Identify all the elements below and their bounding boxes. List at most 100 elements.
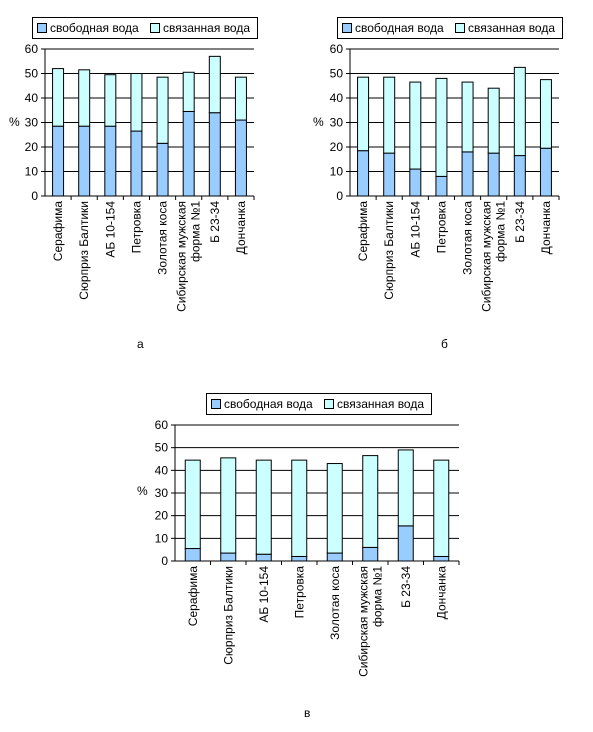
chart-c-ytick-label: 60 xyxy=(155,418,169,432)
chart-b-bar-bound xyxy=(513,66,526,157)
chart-b-ytick-label: 10 xyxy=(330,165,344,179)
chart-b-category-label: Сибирская мужская xyxy=(480,201,494,312)
chart-a-category-label: Сюрприз Балтики xyxy=(77,201,91,300)
chart-b-bar-free xyxy=(357,150,370,197)
chart-c-bar-bound xyxy=(255,459,272,555)
chart-a-bar-bound xyxy=(104,74,117,127)
chart-a-ytick-label: 30 xyxy=(25,116,39,130)
chart-c-category-label: АБ 10-154 xyxy=(257,566,271,623)
legend-swatch-bound xyxy=(324,399,335,409)
chart-a-category-label: Б 23-34 xyxy=(208,201,222,243)
chart-a-category-label: АБ 10-154 xyxy=(103,201,117,258)
chart-b-ylabel: % xyxy=(313,115,324,129)
chart-b-bar-free xyxy=(539,147,552,197)
chart-a-bar-free xyxy=(234,119,247,197)
chart-c-ytick-label: 40 xyxy=(155,463,169,477)
chart-c-category-label: Серафима xyxy=(186,566,200,627)
legend-item-free: свободная вода xyxy=(33,18,139,38)
chart-a-bar-bound xyxy=(130,73,143,132)
chart-b-bar-bound xyxy=(487,87,500,154)
chart-a-bar-bound xyxy=(208,55,221,114)
chart-a-bar-bound xyxy=(156,76,169,144)
legend-item-bound: связанная вода xyxy=(146,18,250,38)
chart-c-legend: свободная вода связанная вода xyxy=(206,393,432,415)
chart-b-bar-free xyxy=(513,155,526,197)
chart-b-bar-bound xyxy=(435,77,448,177)
chart-c-ylabel: % xyxy=(137,484,148,498)
legend-item-free: свободная вода xyxy=(338,18,444,38)
chart-c-bar-free xyxy=(220,552,237,562)
legend-label-free: свободная вода xyxy=(224,397,313,411)
chart-b-bar-bound xyxy=(383,76,396,154)
chart-c-bar-free xyxy=(362,546,379,562)
chart-a-ytick-label: 40 xyxy=(25,91,39,105)
chart-b-bar-free xyxy=(461,151,474,197)
chart-c-ytick-label: 50 xyxy=(155,441,169,455)
chart-c-bar-bound xyxy=(184,459,201,550)
chart-b-ytick-label: 40 xyxy=(330,91,344,105)
legend-label-bound: связанная вода xyxy=(468,21,556,35)
chart-c-category-label: Сюрприз Балтики xyxy=(221,566,235,665)
chart-b-legend: свободная вода связанная вода xyxy=(337,17,563,39)
chart-b-category-label: Дончанка xyxy=(539,201,553,255)
chart-a-bar-bound xyxy=(52,68,65,127)
chart-c-bar-free xyxy=(184,548,201,562)
chart-c-ytick-label: 0 xyxy=(161,554,168,568)
chart-a-bar-bound xyxy=(182,71,195,112)
chart-a-ytick-label: 0 xyxy=(31,189,38,203)
chart-c-category-label: Золотая коса xyxy=(328,566,342,640)
chart-a-category-label: форма №1 xyxy=(189,201,203,262)
chart-a-bar-free xyxy=(130,130,143,197)
chart-b-category-label: форма №1 xyxy=(494,201,508,262)
chart-a-category-label: Серафима xyxy=(51,201,65,262)
chart-c-bar-free xyxy=(433,555,450,562)
chart-a-bar-bound xyxy=(78,69,91,127)
legend-swatch-free xyxy=(37,23,47,33)
legend-swatch-free xyxy=(342,23,352,33)
chart-c-bar-free xyxy=(291,555,308,562)
chart-c-bar-bound xyxy=(220,457,237,554)
chart-c-bar-bound xyxy=(362,455,379,548)
chart-b-bar-free xyxy=(383,152,396,197)
legend-label-bound: связанная вода xyxy=(337,397,425,411)
chart-a-bar-free xyxy=(156,142,169,197)
legend-item-bound: связанная вода xyxy=(320,394,424,414)
chart-c-bar-free xyxy=(326,552,343,562)
chart-a-bar-free xyxy=(182,110,195,197)
chart-b-bar-free xyxy=(487,152,500,197)
chart-a-category-label: Петровка xyxy=(129,201,143,254)
chart-c-ytick-label: 20 xyxy=(155,509,169,523)
chart-c-bar-bound xyxy=(433,459,450,557)
chart-c-ytick-label: 10 xyxy=(155,531,169,545)
chart-a-bar-free xyxy=(52,125,65,197)
chart-b-bar-free xyxy=(409,168,422,197)
chart-b-category-label: АБ 10-154 xyxy=(408,201,422,258)
chart-c-ytick-label: 30 xyxy=(155,486,169,500)
legend-label-bound: связанная вода xyxy=(163,21,251,35)
chart-b-bar-free xyxy=(435,175,448,197)
chart-b-bar-bound xyxy=(539,79,552,149)
chart-c-bar-free xyxy=(397,525,414,562)
chart-b-ytick-label: 60 xyxy=(330,42,344,56)
chart-a-ytick-label: 60 xyxy=(25,42,39,56)
chart-a-ytick-label: 10 xyxy=(25,165,39,179)
chart-b-category-label: Б 23-34 xyxy=(513,201,527,243)
chart-a-panel-letter: а xyxy=(137,337,144,351)
chart-b-bar-bound xyxy=(357,76,370,152)
chart-c-bar-bound xyxy=(397,449,414,527)
chart-a-bar-free xyxy=(78,125,91,197)
chart-b-category-label: Петровка xyxy=(434,201,448,254)
chart-a-legend: свободная вода связанная вода xyxy=(32,17,258,39)
chart-b-panel-letter: б xyxy=(441,337,448,351)
legend-swatch-bound xyxy=(150,23,161,33)
legend-item-bound: связанная вода xyxy=(451,18,555,38)
chart-c-bar-free xyxy=(255,553,272,562)
legend-swatch-bound xyxy=(455,23,466,33)
chart-c-category-label: Дончанка xyxy=(434,566,448,620)
chart-a-bar-free xyxy=(208,112,221,197)
chart-b-ytick-label: 50 xyxy=(330,67,344,81)
chart-a-category-label: Сибирская мужская xyxy=(175,201,189,312)
legend-label-free: свободная вода xyxy=(50,21,139,35)
legend-label-free: свободная вода xyxy=(355,21,444,35)
